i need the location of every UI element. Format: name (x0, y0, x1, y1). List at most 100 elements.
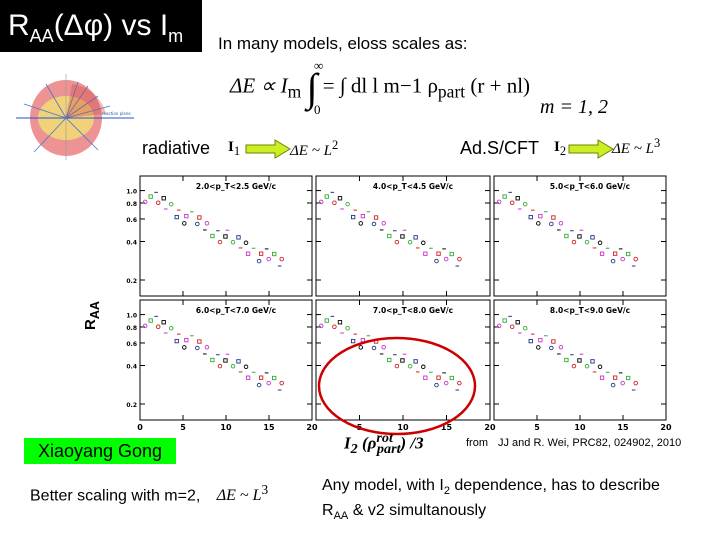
x-tick-label: 20 (660, 423, 672, 432)
data-point (400, 358, 405, 363)
x-tick-label: 15 (263, 423, 275, 432)
data-point (223, 358, 228, 363)
data-point (577, 358, 582, 363)
data-point (571, 239, 577, 245)
data-point (243, 240, 249, 246)
data-point (436, 251, 441, 256)
data-point (496, 323, 502, 329)
data-point (536, 345, 541, 350)
data-point (258, 251, 264, 256)
i2-label: I2 (554, 139, 567, 158)
data-point (612, 375, 618, 380)
data-point (564, 357, 569, 363)
data-point (266, 380, 271, 386)
data-point (434, 382, 439, 388)
data-point (217, 363, 223, 369)
data-point (245, 375, 251, 380)
data-point (394, 239, 400, 245)
data-point (197, 215, 202, 220)
better-scaling-text: Better scaling with m=2, ΔE ~ L3 (30, 482, 269, 505)
data-point (245, 251, 251, 256)
data-point (256, 382, 262, 388)
data-point (168, 201, 174, 207)
data-point (351, 338, 356, 344)
data-point (210, 357, 215, 363)
reference: JJ and R. Wei, PRC82, 024902, 2010 (498, 437, 682, 449)
y-tick-label: 0.2 (126, 278, 137, 285)
data-point (256, 258, 262, 264)
data-point (597, 240, 603, 246)
data-point (577, 234, 582, 239)
y-tick-label: 0.4 (126, 363, 137, 370)
data-point (599, 375, 605, 380)
data-point (236, 235, 241, 240)
data-point (551, 215, 556, 220)
data-point (223, 234, 228, 239)
data-point (626, 251, 631, 257)
data-point (610, 382, 616, 388)
data-point (279, 256, 284, 262)
data-point (161, 196, 166, 201)
radiative-label: radiative (142, 138, 211, 158)
conclusion-text: Any model, with I2 dependence, has to de… (322, 477, 660, 523)
data-point (558, 344, 564, 350)
data-point (549, 345, 554, 351)
x-tick-label: 20 (306, 423, 318, 432)
ads-scaling: ΔE ~ L3 (612, 136, 661, 157)
panel-title: 2.0<p_T<2.5 GeV/c (196, 182, 276, 191)
data-point (174, 214, 179, 220)
panel-title: 5.0<p_T<6.0 GeV/c (550, 182, 630, 191)
data-point (394, 363, 400, 369)
x-tick-label: 5 (534, 423, 540, 432)
data-point (610, 258, 616, 264)
data-point (148, 318, 153, 323)
y-tick-label: 0.6 (126, 341, 137, 348)
data-point (509, 200, 515, 206)
data-point (272, 375, 277, 381)
data-point (197, 339, 202, 344)
data-point (590, 359, 595, 364)
m-values: m = 1, 2 (540, 96, 608, 118)
panel-title: 6.0<p_T<7.0 GeV/c (196, 306, 276, 315)
data-point (549, 221, 554, 227)
data-point (230, 363, 236, 369)
data-point (421, 240, 426, 246)
data-point (182, 221, 187, 226)
data-point (457, 256, 462, 262)
data-point (515, 196, 520, 201)
data-point (148, 194, 153, 199)
data-point (351, 214, 356, 220)
data-point (184, 213, 189, 219)
data-point (413, 359, 418, 364)
data-point (373, 215, 379, 220)
data-point (449, 251, 454, 257)
data-point (337, 320, 343, 325)
data-point (538, 213, 543, 219)
y-tick-label: 0.8 (126, 325, 137, 332)
data-point (599, 251, 605, 256)
data-point (633, 256, 638, 262)
x-tick-label: 0 (137, 423, 143, 432)
data-point (571, 363, 577, 369)
data-point (371, 221, 377, 227)
data-point (538, 337, 543, 343)
eloss-formula: ΔE ∝ Im ∫ = ∫ dl l m−1 ρpart (r + nl) ∞ … (230, 58, 531, 117)
data-point (204, 344, 210, 350)
intro-text: In many models, eloss scales as: (218, 34, 468, 53)
data-point (174, 338, 179, 344)
data-point (184, 337, 189, 343)
data-point (345, 325, 350, 331)
data-point (620, 256, 625, 262)
data-point (597, 364, 603, 370)
panel-title: 4.0<p_T<4.5 GeV/c (373, 182, 453, 191)
data-point (551, 339, 556, 344)
data-point (195, 345, 200, 351)
data-point (195, 221, 200, 227)
data-point (457, 380, 462, 386)
data-point (626, 375, 631, 381)
data-point (633, 380, 638, 386)
data-point (434, 258, 439, 264)
panel-frame (139, 299, 313, 421)
data-point (272, 251, 277, 257)
